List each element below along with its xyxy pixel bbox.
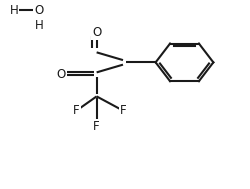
Text: O: O xyxy=(92,26,101,39)
Text: O: O xyxy=(57,68,66,81)
Text: F: F xyxy=(73,104,80,117)
Text: F: F xyxy=(93,120,100,133)
Text: H: H xyxy=(10,4,18,17)
Text: H: H xyxy=(34,19,43,32)
Text: F: F xyxy=(119,104,126,117)
Text: O: O xyxy=(34,4,43,17)
